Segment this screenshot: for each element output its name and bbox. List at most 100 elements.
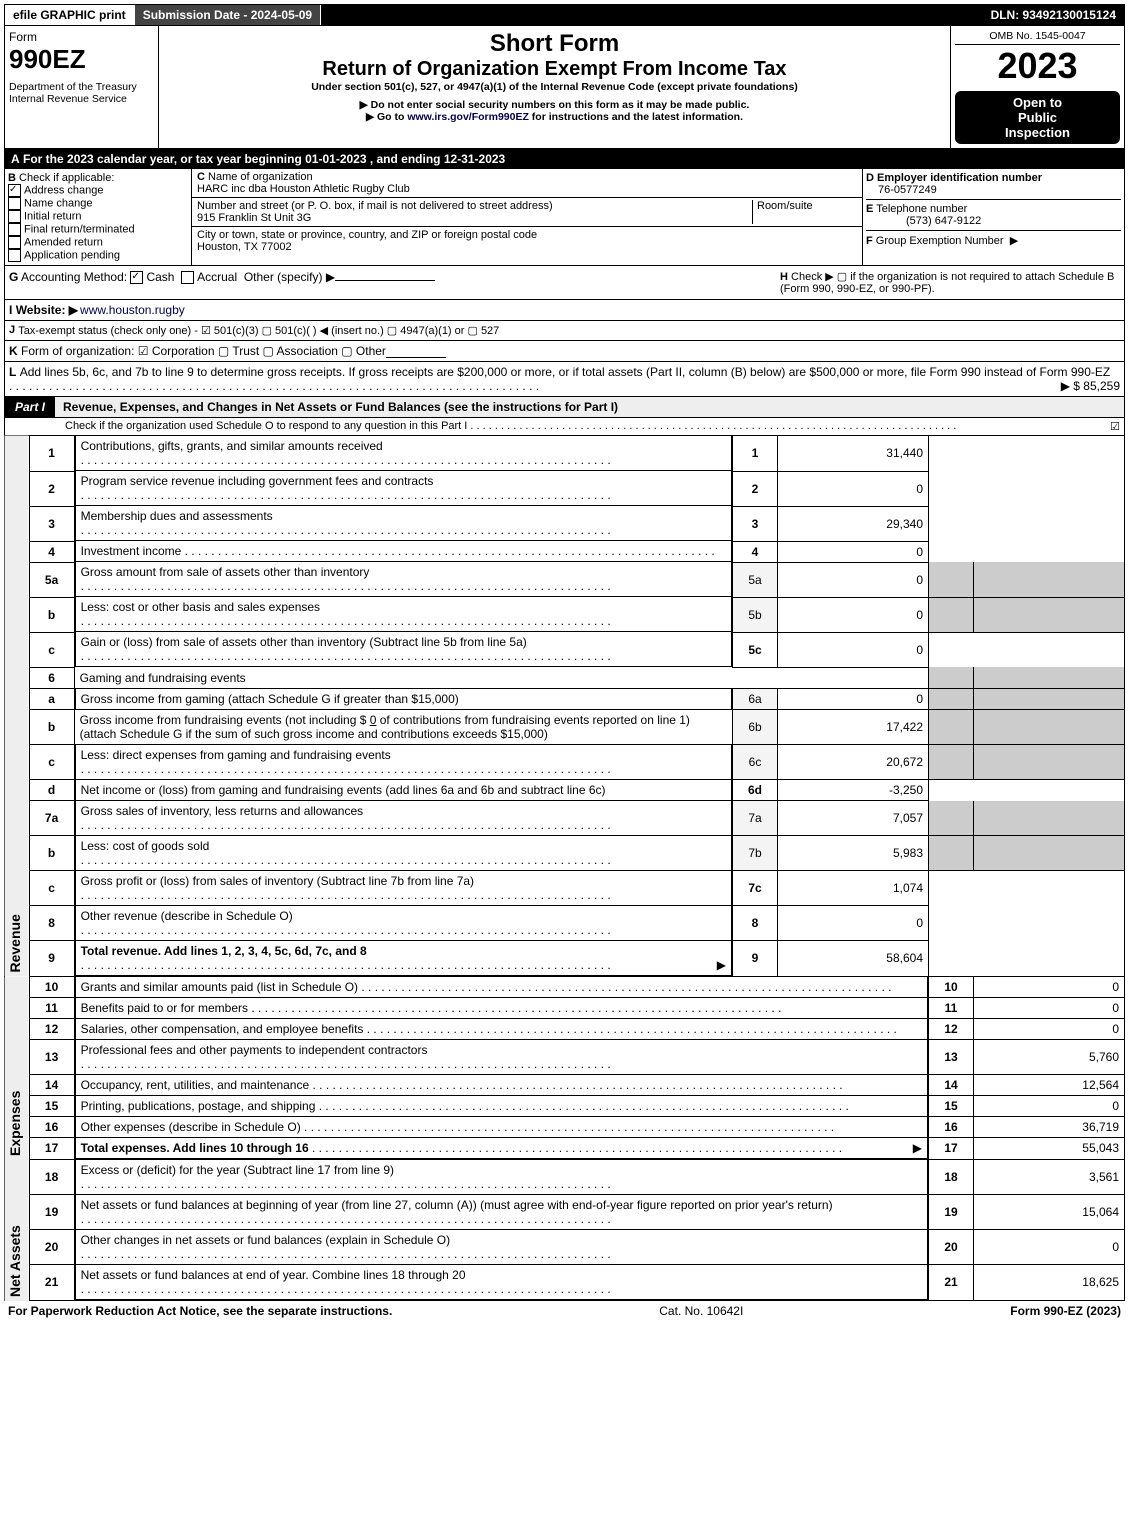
checkbox-final-return[interactable] xyxy=(8,223,21,236)
line-7b-num: b xyxy=(29,836,74,871)
label-phone: Telephone number xyxy=(876,203,967,215)
row-l: L Add lines 5b, 6c, and 7b to line 9 to … xyxy=(4,362,1125,397)
line-6c-desc: Less: direct expenses from gaming and fu… xyxy=(81,748,391,762)
expenses-side-label: Expenses xyxy=(5,977,29,1160)
irs-link[interactable]: www.irs.gov/Form990EZ xyxy=(407,111,529,123)
line-7c-ref: 7c xyxy=(733,871,778,906)
label-group-exemption: Group Exemption Number xyxy=(876,235,1004,247)
line-10-desc: Grants and similar amounts paid (list in… xyxy=(81,980,358,994)
checkbox-name-change[interactable] xyxy=(8,197,21,210)
line-15-ref: 15 xyxy=(929,1096,974,1117)
line-13-desc: Professional fees and other payments to … xyxy=(81,1043,428,1057)
part-i-check-note: Check if the organization used Schedule … xyxy=(65,420,467,432)
line-6b-amt-shade xyxy=(974,710,1125,745)
label-room: Room/suite xyxy=(757,200,813,212)
line-5b-shade xyxy=(929,597,974,632)
line-15-num: 15 xyxy=(29,1096,74,1117)
line-5a-desc: Gross amount from sale of assets other t… xyxy=(81,565,370,579)
other-specify-blank[interactable] xyxy=(335,280,435,281)
line-15-amt: 0 xyxy=(974,1096,1125,1117)
checkbox-initial-return[interactable] xyxy=(8,210,21,223)
line-2-desc: Program service revenue including govern… xyxy=(81,474,434,488)
line-18-desc: Excess or (deficit) for the year (Subtra… xyxy=(81,1163,394,1177)
line-6b-desc: Gross income from fundraising events (no… xyxy=(74,710,732,745)
line-6-amt-shade xyxy=(974,667,1125,688)
line-6b-pre: Gross income from fundraising events (no… xyxy=(80,713,370,727)
part-i-title: Revenue, Expenses, and Changes in Net As… xyxy=(63,400,618,414)
line-21-amt: 18,625 xyxy=(974,1265,1125,1301)
line-15-desc: Printing, publications, postage, and shi… xyxy=(81,1099,316,1113)
footer-form-ref: Form 990-EZ (2023) xyxy=(1010,1304,1121,1318)
checkbox-application-pending[interactable] xyxy=(8,249,21,262)
org-street: 915 Franklin St Unit 3G xyxy=(197,212,311,224)
line-5a-sub: 5a xyxy=(733,562,778,597)
line-5c-desc: Gain or (loss) from sale of assets other… xyxy=(81,635,527,649)
line-6d-num: d xyxy=(29,780,74,801)
line-13-ref: 13 xyxy=(929,1040,974,1075)
dln-label: DLN: 93492130015124 xyxy=(983,5,1124,25)
line-13-amt: 5,760 xyxy=(974,1040,1125,1075)
line-6-num: 6 xyxy=(29,667,74,688)
line-6c-num: c xyxy=(29,744,74,780)
phone-value: (573) 647-9122 xyxy=(866,215,981,227)
line-7c-num: c xyxy=(29,871,74,906)
line-6c-shade xyxy=(929,744,974,780)
line-8-num: 8 xyxy=(29,906,74,941)
line-12-desc: Salaries, other compensation, and employ… xyxy=(81,1022,364,1036)
label-street: Number and street (or P. O. box, if mail… xyxy=(197,200,553,212)
line-20-num: 20 xyxy=(29,1230,74,1265)
line-3-ref: 3 xyxy=(733,506,778,541)
line-20-ref: 20 xyxy=(929,1230,974,1265)
part-i-header: Part I Revenue, Expenses, and Changes in… xyxy=(4,397,1125,418)
line-6d-ref: 6d xyxy=(733,780,778,801)
part-i-check-row: Check if the organization used Schedule … xyxy=(4,418,1125,436)
line-7a-amt-shade xyxy=(974,801,1125,836)
checkbox-accrual[interactable] xyxy=(181,271,194,284)
line-6b-shade xyxy=(929,710,974,745)
line-5b-desc: Less: cost or other basis and sales expe… xyxy=(81,600,320,614)
row-k: K Form of organization: ☑ Corporation ▢ … xyxy=(4,341,1125,362)
line-14-ref: 14 xyxy=(929,1075,974,1096)
label-ein: Employer identification number xyxy=(877,172,1042,184)
line-7a-sub: 7a xyxy=(733,801,778,836)
line-6a-sub: 6a xyxy=(733,688,778,710)
line-8-desc: Other revenue (describe in Schedule O) xyxy=(81,909,293,923)
line-5b-subval: 0 xyxy=(778,597,929,632)
line-6a-num: a xyxy=(29,688,74,710)
line-5a-shade xyxy=(929,562,974,597)
line-6a-subval: 0 xyxy=(778,688,929,710)
line-3-desc: Membership dues and assessments xyxy=(81,509,273,523)
checkbox-amended-return[interactable] xyxy=(8,236,21,249)
line-17-amt: 55,043 xyxy=(974,1138,1125,1160)
org-name: HARC inc dba Houston Athletic Rugby Club xyxy=(197,183,410,195)
line-19-num: 19 xyxy=(29,1195,74,1230)
line-8-ref: 8 xyxy=(733,906,778,941)
opt-initial-return: Initial return xyxy=(24,210,81,222)
line-16-desc: Other expenses (describe in Schedule O) xyxy=(81,1120,301,1134)
line-6c-subval: 20,672 xyxy=(778,744,929,780)
goto-post: for instructions and the latest informat… xyxy=(529,111,743,123)
line-5b-sub: 5b xyxy=(733,597,778,632)
line-5b-amt-shade xyxy=(974,597,1125,632)
line-17-num: 17 xyxy=(29,1138,74,1160)
label-city: City or town, state or province, country… xyxy=(197,229,537,241)
line-1-ref: 1 xyxy=(733,436,778,471)
checkbox-address-change[interactable] xyxy=(8,184,21,197)
line-16-num: 16 xyxy=(29,1117,74,1138)
entity-info-block: B Check if applicable: Address change Na… xyxy=(4,169,1125,266)
checkbox-cash[interactable] xyxy=(130,271,143,284)
line-18-num: 18 xyxy=(29,1160,74,1195)
website-link[interactable]: www.houston.rugby xyxy=(80,303,185,317)
efile-label[interactable]: efile GRAPHIC print xyxy=(5,5,135,25)
line-8-amt: 0 xyxy=(778,906,929,941)
box-right: D Employer identification number 76-0577… xyxy=(863,169,1124,265)
line-9-num: 9 xyxy=(29,941,74,977)
netassets-side-label: Net Assets xyxy=(5,1160,29,1301)
accounting-method-label: Accounting Method: xyxy=(21,270,127,284)
other-org-blank[interactable] xyxy=(386,344,446,358)
line-19-ref: 19 xyxy=(929,1195,974,1230)
ein-value: 76-0577249 xyxy=(866,184,937,196)
line-7c-amt: 1,074 xyxy=(778,871,929,906)
line-7b-desc: Less: cost of goods sold xyxy=(81,839,210,853)
line-10-ref: 10 xyxy=(929,977,974,998)
